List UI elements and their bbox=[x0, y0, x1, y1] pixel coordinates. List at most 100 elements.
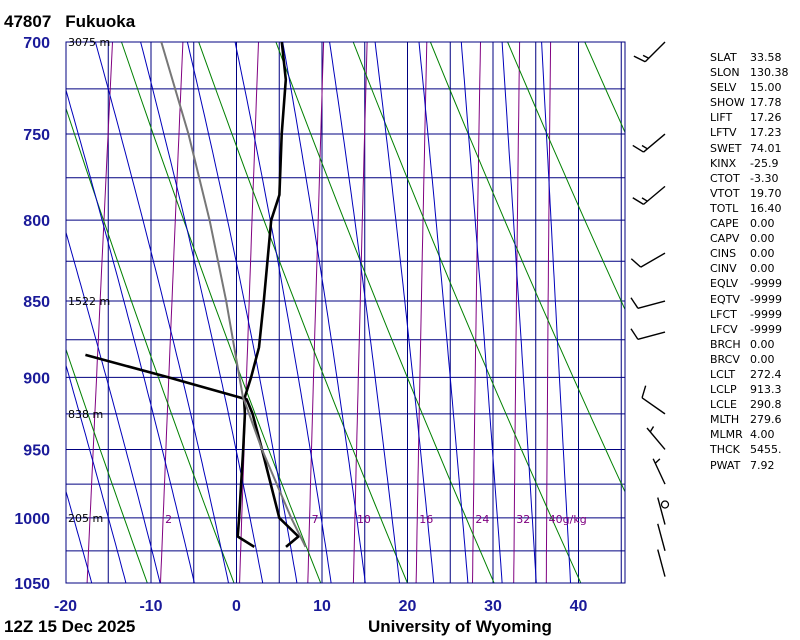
stability-indices: SLAT 33.58 SLON 130.38 SELV 15.00 SHOW 17.78 LIF… bbox=[710, 50, 789, 473]
index-value: 5455. bbox=[750, 443, 782, 457]
index-key: CINS bbox=[710, 247, 737, 261]
index-row: LCLE 290.8 bbox=[710, 397, 789, 412]
index-value: 17.26 bbox=[750, 111, 782, 125]
dry-adiabat bbox=[198, 42, 408, 583]
index-key: PWAT bbox=[710, 458, 741, 472]
index-value: 7.92 bbox=[750, 458, 775, 472]
moist-adiabats bbox=[66, 42, 571, 583]
index-key: VTOT bbox=[710, 186, 740, 200]
moist-adiabat bbox=[66, 363, 127, 583]
index-key: CAPV bbox=[710, 232, 740, 246]
barb-half bbox=[641, 197, 648, 202]
index-value: -9999 bbox=[750, 322, 782, 336]
index-row: KINX -25.9 bbox=[710, 156, 789, 171]
wind-barb bbox=[632, 185, 666, 205]
index-row: PWAT 7.92 bbox=[710, 458, 789, 473]
index-value: 17.23 bbox=[750, 126, 782, 140]
dry-adiabat bbox=[429, 42, 625, 493]
index-row: BRCH 0.00 bbox=[710, 337, 789, 352]
height-label: 205 m bbox=[68, 512, 103, 525]
pressure-tick-label: 950 bbox=[23, 442, 50, 459]
index-value: 0.00 bbox=[750, 247, 775, 261]
dewpoint-profile bbox=[85, 353, 300, 548]
mixing-ratio-line bbox=[513, 42, 521, 583]
wind-barb bbox=[630, 252, 666, 268]
station-id: 47807 bbox=[4, 12, 52, 31]
barb-staff bbox=[657, 497, 666, 525]
moist-adiabat bbox=[460, 42, 503, 583]
wind-barb bbox=[657, 497, 666, 525]
moist-adiabat bbox=[282, 42, 366, 583]
index-row: SLAT 33.58 bbox=[710, 50, 789, 65]
mixing-ratio-line bbox=[160, 42, 184, 583]
data-credit: University of Wyoming bbox=[368, 617, 552, 636]
index-value: 279.6 bbox=[750, 413, 782, 427]
index-key: CINV bbox=[710, 262, 737, 276]
index-row: LFTV 17.23 bbox=[710, 125, 789, 140]
dry-adiabat bbox=[507, 42, 625, 311]
index-value: 272.4 bbox=[750, 367, 782, 381]
wind-barb bbox=[630, 297, 666, 309]
barb-full bbox=[630, 297, 639, 309]
index-row: VTOT 19.70 bbox=[710, 186, 789, 201]
mixing-ratio-line bbox=[415, 42, 428, 583]
index-row: EQLV -9999 bbox=[710, 276, 789, 291]
barb-full bbox=[630, 258, 642, 268]
index-row: TOTL 16.40 bbox=[710, 201, 789, 216]
barb-staff bbox=[646, 427, 666, 450]
index-key: KINX bbox=[710, 156, 737, 170]
pressure-tick-label: 1050 bbox=[14, 576, 50, 593]
index-value: -9999 bbox=[750, 277, 782, 291]
index-key: THCK bbox=[710, 443, 740, 457]
index-key: EQTV bbox=[710, 292, 740, 306]
observation-time: 12Z 15 Dec 2025 bbox=[4, 617, 136, 636]
index-row: LFCV -9999 bbox=[710, 322, 789, 337]
index-row: THCK 5455. bbox=[710, 442, 789, 457]
index-row: CTOT -3.30 bbox=[710, 171, 789, 186]
index-key: LIFT bbox=[710, 111, 733, 125]
index-key: EQLV bbox=[710, 277, 739, 291]
moist-adiabat bbox=[186, 42, 298, 583]
profiles bbox=[85, 42, 307, 549]
moist-adiabat bbox=[501, 42, 537, 583]
index-key: BRCH bbox=[710, 337, 741, 351]
mixing-ratio-label: 32 bbox=[516, 513, 530, 526]
index-row: LIFT 17.26 bbox=[710, 110, 789, 125]
index-row: LCLP 913.3 bbox=[710, 382, 789, 397]
station-name: Fukuoka bbox=[65, 12, 136, 31]
index-key: SELV bbox=[710, 81, 737, 95]
index-key: LFCV bbox=[710, 322, 738, 336]
pressure-tick-label: 700 bbox=[23, 35, 50, 52]
mixing-ratio-label: 24 bbox=[475, 513, 489, 526]
mixing-ratio-line bbox=[86, 42, 113, 583]
dry-adiabats bbox=[66, 42, 625, 583]
parcel-profile bbox=[160, 42, 307, 548]
moist-adiabat bbox=[541, 42, 571, 583]
index-row: CINV 0.00 bbox=[710, 261, 789, 276]
barb-full bbox=[632, 197, 644, 205]
mixing-ratio-line bbox=[545, 42, 552, 583]
height-label: 838 m bbox=[68, 408, 103, 421]
dry-adiabat bbox=[66, 106, 235, 583]
index-value: -3.30 bbox=[750, 171, 779, 185]
moist-adiabat bbox=[234, 42, 332, 583]
index-key: TOTL bbox=[710, 201, 739, 215]
mixing-ratio-line bbox=[307, 42, 325, 583]
index-value: 0.00 bbox=[750, 262, 775, 276]
wind-barb bbox=[646, 426, 666, 450]
index-key: SHOW bbox=[710, 96, 745, 110]
index-row: SLON 130.38 bbox=[710, 65, 789, 80]
temperature-tick-label: -20 bbox=[54, 598, 77, 615]
index-key: LFTV bbox=[710, 126, 737, 140]
index-value: 0.00 bbox=[750, 337, 775, 351]
mixing-ratio-label: 7 bbox=[312, 513, 319, 526]
index-value: 0.00 bbox=[750, 232, 775, 246]
mixing-ratio-label: 40g/kg bbox=[549, 513, 587, 526]
index-key: MLMR bbox=[710, 428, 743, 442]
index-value: 33.58 bbox=[750, 51, 782, 64]
pressure-tick-label: 850 bbox=[23, 294, 50, 311]
barb-staff bbox=[657, 549, 666, 577]
plot-frame bbox=[65, 41, 626, 584]
index-value: -25.9 bbox=[750, 156, 779, 170]
